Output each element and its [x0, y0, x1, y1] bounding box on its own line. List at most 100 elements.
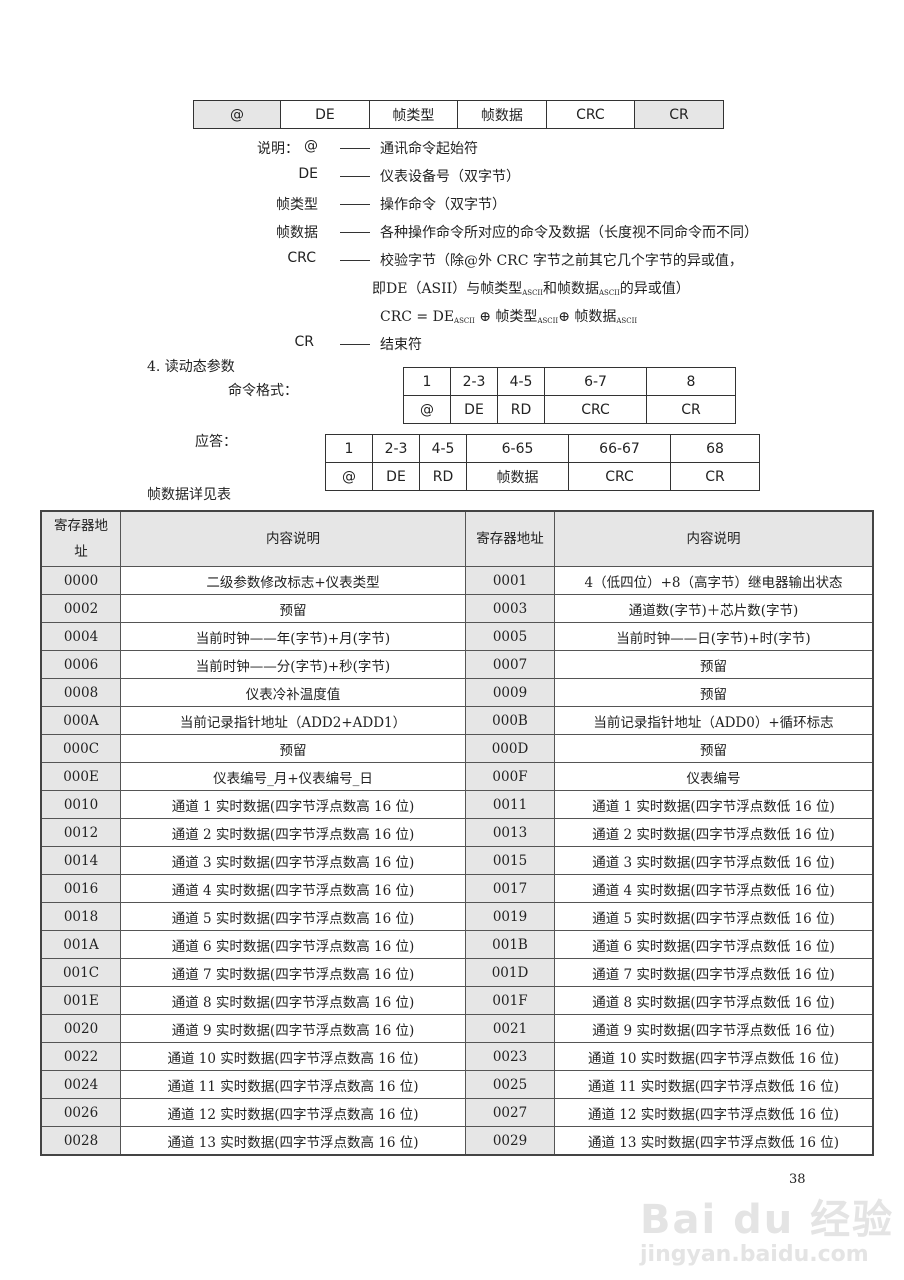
table-row: 0024 通道 11 实时数据(四字节浮点数高 16 位) 0025 通道 11 实时… — [40, 1070, 874, 1099]
register-description: 当前时钟——分(字节)+秒(字节) — [120, 650, 466, 679]
register-address: 0019 — [465, 902, 555, 931]
subscript: ASCII — [598, 289, 620, 297]
frame-cell: @ — [193, 100, 281, 129]
register-address: 001A — [40, 930, 121, 959]
register-description: 通道 6 实时数据(四字节浮点数低 16 位) — [554, 930, 874, 959]
table-row: 001A 通道 6 实时数据(四字节浮点数高 16 位) 001B 通道 6 实时数据… — [40, 930, 874, 959]
crc-explanation: 即DE（ASII）与帧类型ASCII和帧数据ASCII的异或值） — [372, 278, 690, 298]
register-description: 通道 2 实时数据(四字节浮点数高 16 位) — [120, 818, 466, 847]
crc-formula: CRC = DEASCII ⊕ 帧类型ASCII⊕ 帧数据ASCII — [380, 306, 637, 326]
register-address: 000B — [465, 706, 555, 735]
table-row: 0016 通道 4 实时数据(四字节浮点数高 16 位) 0017 通道 4 实时数据… — [40, 874, 874, 903]
register-description: 通道 5 实时数据(四字节浮点数低 16 位) — [554, 902, 874, 931]
command-format-label: 命令格式： — [228, 383, 298, 399]
cmd-pos: 4-5 — [497, 367, 545, 396]
frame-cell: DE — [279, 100, 370, 129]
cmd-field: CRC — [544, 395, 647, 424]
detail-label: 帧数据详见表 — [147, 487, 231, 503]
cmd-pos: 8 — [646, 367, 736, 396]
register-description: 仪表冷补温度值 — [120, 678, 466, 707]
legend-text: 各种操作命令所对应的命令及数据（长度视不同命令而不同） — [380, 225, 758, 241]
register-description: 通道 10 实时数据(四字节浮点数高 16 位) — [120, 1042, 466, 1071]
register-address: 0011 — [465, 790, 555, 819]
table-row: 0010 通道 1 实时数据(四字节浮点数高 16 位) 0011 通道 1 实时数据… — [40, 790, 874, 819]
frame-cell: 帧数据 — [456, 100, 547, 129]
register-address: 0004 — [40, 622, 121, 651]
baidu-watermark: Bai du 经验 jingyan.baidu.com — [640, 1198, 892, 1268]
resp-field: DE — [372, 462, 420, 491]
register-description: 通道 4 实时数据(四字节浮点数高 16 位) — [120, 874, 466, 903]
text: 和帧数据 — [542, 281, 599, 297]
cmd-pos: 1 — [403, 367, 451, 396]
register-address: 0009 — [465, 678, 555, 707]
legend-text: 通讯命令起始符 — [380, 141, 478, 157]
register-description: 通道 12 实时数据(四字节浮点数低 16 位) — [554, 1098, 874, 1127]
legend-intro: 说明： — [257, 141, 299, 157]
register-description: 通道 4 实时数据(四字节浮点数低 16 位) — [554, 874, 874, 903]
register-address: 0003 — [465, 594, 555, 623]
register-address: 000C — [40, 734, 121, 763]
register-description: 通道 6 实时数据(四字节浮点数高 16 位) — [120, 930, 466, 959]
table-row: 000E 仪表编号_月+仪表编号_日 000F 仪表编号 — [40, 762, 874, 791]
register-description: 仪表编号_月+仪表编号_日 — [120, 762, 466, 791]
register-address: 000A — [40, 706, 121, 735]
register-address: 0018 — [40, 902, 121, 931]
frame-cell: 帧类型 — [368, 100, 458, 129]
register-description: 通道 13 实时数据(四字节浮点数低 16 位) — [554, 1126, 874, 1156]
text: 的异或值） — [619, 281, 690, 297]
register-description: 通道 12 实时数据(四字节浮点数高 16 位) — [120, 1098, 466, 1127]
register-address: 0022 — [40, 1042, 121, 1071]
register-address: 0028 — [40, 1126, 121, 1156]
legend-text: 仪表设备号（双字节） — [380, 169, 520, 185]
command-table: 1 2-3 4-5 6-7 8 @ DE RD CRC CR — [403, 367, 736, 424]
register-address: 0001 — [465, 566, 555, 595]
legend-label: 帧类型 — [276, 197, 318, 213]
register-description: 通道 3 实时数据(四字节浮点数低 16 位) — [554, 846, 874, 875]
register-address: 0020 — [40, 1014, 121, 1043]
register-description: 通道 11 实时数据(四字节浮点数低 16 位) — [554, 1070, 874, 1099]
register-description: 通道 1 实时数据(四字节浮点数低 16 位) — [554, 790, 874, 819]
watermark-url: jingyan.baidu.com — [640, 1242, 869, 1267]
response-table: 1 2-3 4-5 6-65 66-67 68 @ DE RD 帧数据 CRC … — [325, 434, 760, 491]
text: 即DE（ASII）与帧类型 — [372, 281, 523, 297]
register-address: 0023 — [465, 1042, 555, 1071]
register-description: 当前时钟——年(字节)+月(字节) — [120, 622, 466, 651]
register-description: 通道 9 实时数据(四字节浮点数低 16 位) — [554, 1014, 874, 1043]
register-address: 0021 — [465, 1014, 555, 1043]
register-address: 0029 — [465, 1126, 555, 1156]
register-description: 通道 11 实时数据(四字节浮点数高 16 位) — [120, 1070, 466, 1099]
register-address: 000E — [40, 762, 121, 791]
table-row: 0008 仪表冷补温度值 0009 预留 — [40, 678, 874, 707]
legend-label: CR — [294, 334, 314, 350]
resp-field: 帧数据 — [466, 462, 569, 491]
register-description: 二级参数修改标志+仪表类型 — [120, 566, 466, 595]
frame-format-table: @ DE 帧类型 帧数据 CRC CR — [193, 100, 725, 129]
register-address: 0000 — [40, 566, 121, 595]
subscript: ASCII — [616, 317, 638, 325]
response-label: 应答： — [195, 434, 237, 450]
register-address: 0013 — [465, 818, 555, 847]
table-row: 0006 当前时钟——分(字节)+秒(字节) 0007 预留 — [40, 650, 874, 679]
register-address: 0008 — [40, 678, 121, 707]
text: ⊕ 帧类型 — [474, 309, 538, 325]
table-row: 000A 当前记录指针地址（ADD2+ADD1） 000B 当前记录指针地址（ADD0… — [40, 706, 874, 735]
table-row: 0002 预留 0003 通道数(字节)＋芯片数(字节) — [40, 594, 874, 623]
table-row: 0000 二级参数修改标志+仪表类型 0001 4（低四位）+8（高字节）继电器输出状… — [40, 566, 874, 595]
header-content-left: 内容说明 — [120, 510, 466, 567]
register-address: 001E — [40, 986, 121, 1015]
cmd-field: RD — [497, 395, 545, 424]
frame-cell: CR — [633, 100, 725, 129]
subscript: ASCII — [522, 289, 543, 297]
register-description: 通道数(字节)＋芯片数(字节) — [554, 594, 874, 623]
table-row: 0020 通道 9 实时数据(四字节浮点数高 16 位) 0021 通道 9 实时数据… — [40, 1014, 874, 1043]
register-description: 通道 2 实时数据(四字节浮点数低 16 位) — [554, 818, 874, 847]
resp-pos: 2-3 — [372, 434, 420, 463]
dash — [340, 260, 370, 261]
register-description: 通道 7 实时数据(四字节浮点数高 16 位) — [120, 958, 466, 987]
register-address: 0006 — [40, 650, 121, 679]
register-address: 0014 — [40, 846, 121, 875]
resp-pos: 68 — [670, 434, 760, 463]
table-row: 001C 通道 7 实时数据(四字节浮点数高 16 位) 001D 通道 7 实时数据… — [40, 958, 874, 987]
legend-label: CRC — [287, 250, 316, 266]
